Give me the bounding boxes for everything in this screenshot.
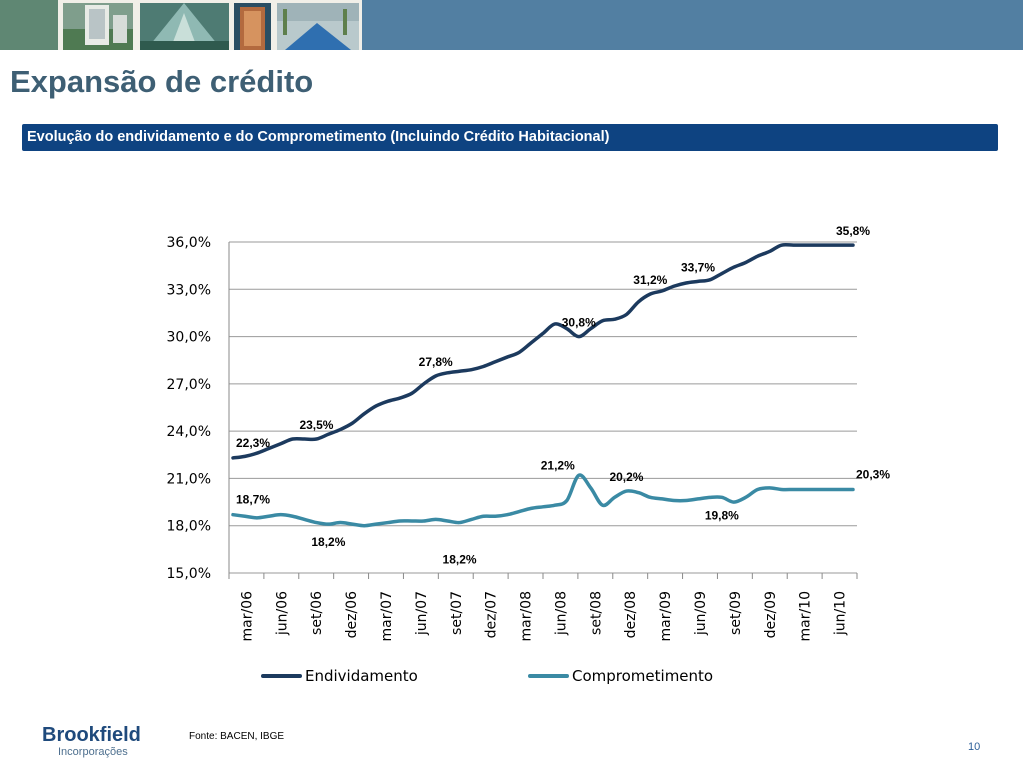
x-tick-label: mar/06 (239, 591, 255, 642)
series-line-2 (231, 473, 855, 528)
photo-strip (0, 0, 362, 50)
data-label: 35,8% (836, 224, 870, 238)
page-number: 10 (968, 741, 981, 753)
brand-logo-subtitle: Incorporações (58, 746, 128, 758)
x-tick-label: set/08 (588, 591, 604, 635)
data-label: 31,2% (633, 273, 667, 287)
x-tick-label: jun/06 (274, 591, 290, 636)
chart-subtitle: Evolução do endividamento e do Compromet… (27, 129, 610, 145)
pool-photo-icon (277, 3, 359, 50)
x-tick-label: dez/06 (344, 591, 360, 638)
page-title: Expansão de crédito (10, 64, 314, 99)
data-label: 18,7% (236, 493, 270, 507)
y-tick-label: 30,0% (167, 330, 211, 346)
color-block (0, 0, 58, 50)
chart-subtitle-band: Evolução do endividamento e do Compromet… (22, 124, 998, 151)
series-line-1 (231, 242, 855, 460)
y-tick-label: 21,0% (167, 471, 211, 487)
highrise-photo-icon (234, 3, 271, 50)
data-label: 19,8% (705, 508, 739, 522)
x-tick-label: set/07 (449, 591, 465, 635)
x-tick-label: mar/10 (798, 591, 814, 642)
data-label: 18,2% (443, 553, 477, 567)
x-tick-label: dez/09 (763, 591, 779, 638)
data-label: 20,3% (856, 467, 890, 481)
y-tick-label: 27,0% (167, 377, 211, 393)
data-label: 22,3% (236, 436, 270, 450)
y-tick-label: 33,0% (167, 282, 211, 298)
x-tick-label: jun/07 (414, 591, 430, 636)
glass-building-photo-icon (140, 3, 229, 50)
tower-photo-icon (63, 3, 133, 50)
y-tick-label: 24,0% (167, 424, 211, 440)
data-label: 23,5% (299, 418, 333, 432)
x-tick-label: jun/08 (553, 591, 569, 636)
x-tick-label: mar/08 (519, 591, 535, 642)
brand-logo: Brookfield (42, 724, 141, 746)
x-tick-label: jun/09 (693, 591, 709, 636)
x-tick-label: set/09 (728, 591, 744, 635)
data-label: 30,8% (562, 316, 596, 330)
y-tick-label: 18,0% (167, 519, 211, 535)
x-tick-label: set/06 (309, 591, 325, 635)
x-tick-label: mar/07 (379, 591, 395, 642)
data-label: 20,2% (609, 470, 643, 484)
legend-label: Comprometimento (572, 667, 713, 685)
x-tick-label: jun/10 (833, 591, 849, 636)
y-tick-label: 15,0% (167, 566, 211, 582)
x-tick-label: dez/07 (484, 591, 500, 638)
x-tick-label: mar/09 (658, 591, 674, 642)
data-label: 21,2% (541, 458, 575, 472)
data-label: 27,8% (419, 355, 453, 369)
data-label: 18,2% (311, 535, 345, 549)
data-label: 33,7% (681, 260, 715, 274)
y-tick-label: 36,0% (167, 235, 211, 251)
legend-label: Endividamento (305, 667, 418, 685)
x-tick-label: dez/08 (623, 591, 639, 638)
source-note: Fonte: BACEN, IBGE (189, 731, 285, 742)
